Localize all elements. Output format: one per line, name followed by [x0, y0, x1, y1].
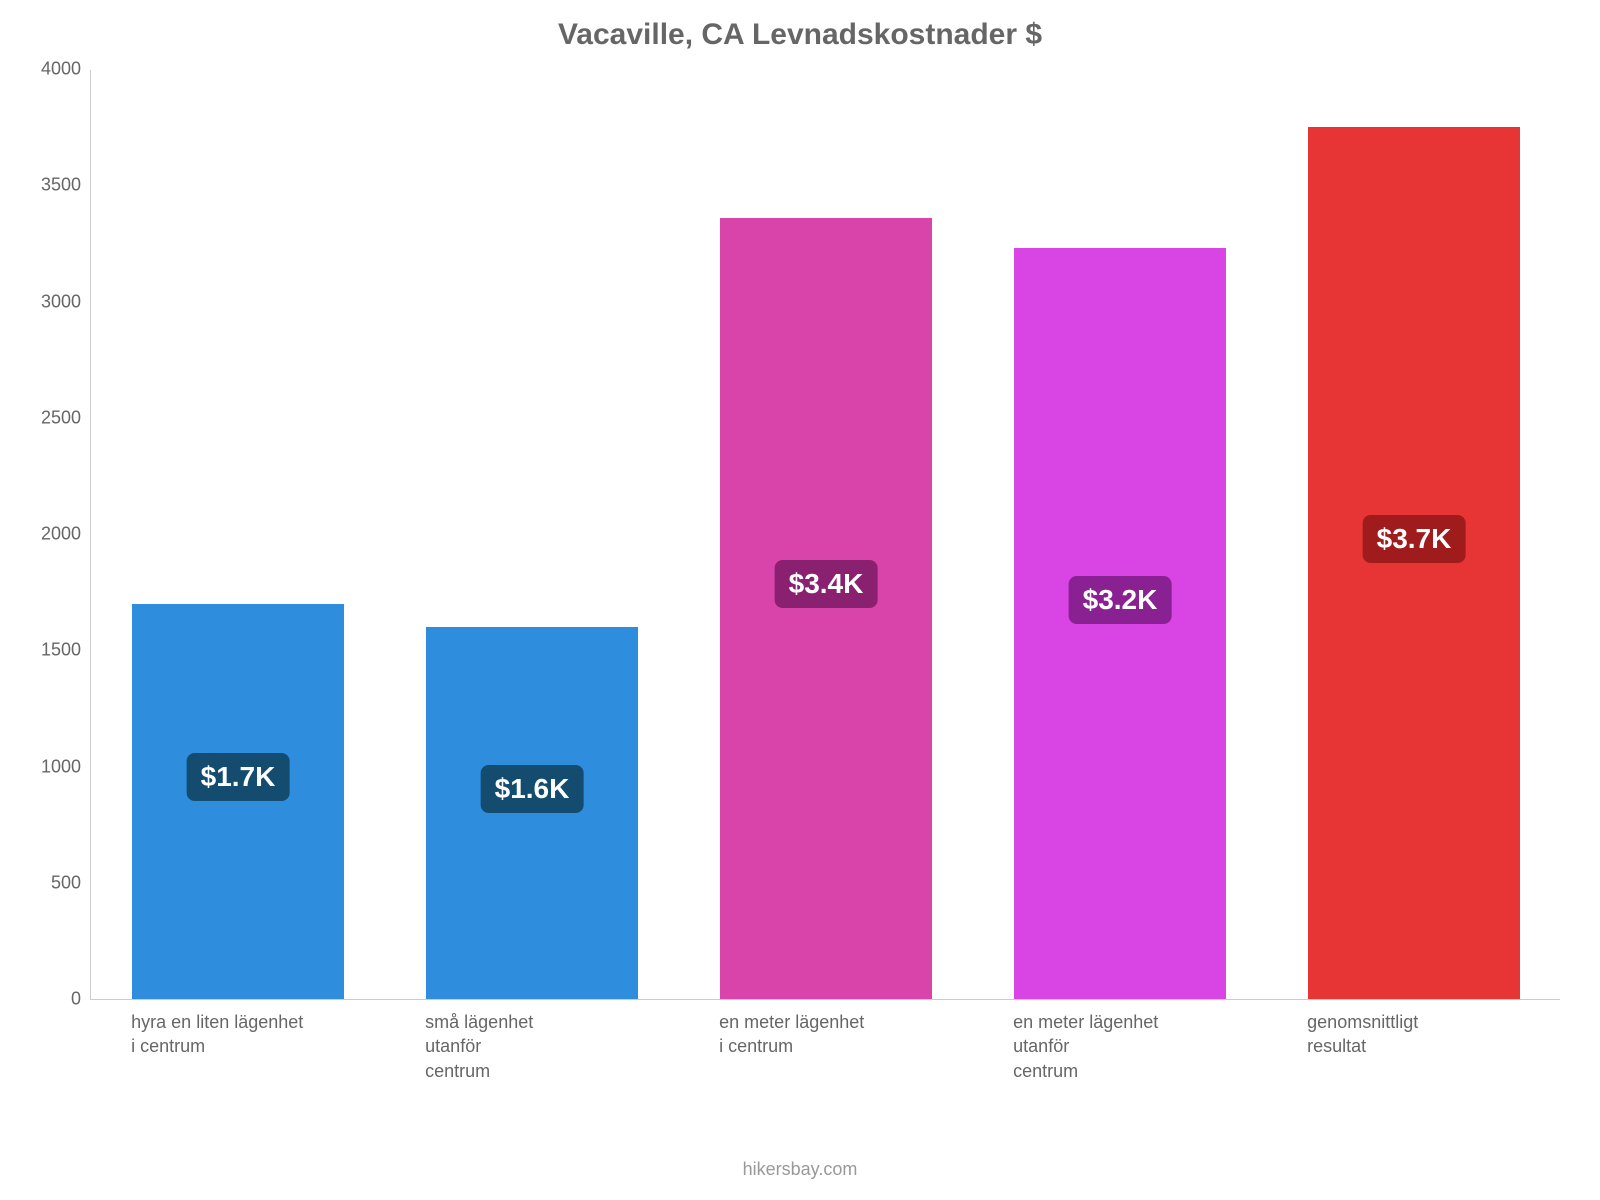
- y-tick-label: 1000: [21, 756, 81, 777]
- bar: $1.7K: [132, 604, 344, 999]
- x-tick-label: genomsnittligtresultat: [1307, 1010, 1559, 1059]
- chart-title: Vacaville, CA Levnadskostnader $: [0, 18, 1600, 52]
- bar-value-badge: $3.7K: [1363, 515, 1466, 563]
- x-tick-label: hyra en liten lägenheti centrum: [131, 1010, 383, 1059]
- bar-chart: Vacaville, CA Levnadskostnader $ 0500100…: [0, 0, 1600, 1200]
- y-tick-label: 1500: [21, 640, 81, 661]
- y-tick-label: 500: [21, 872, 81, 893]
- bar-value-badge: $3.4K: [775, 560, 878, 608]
- bar-value-badge: $3.2K: [1069, 576, 1172, 624]
- y-tick-label: 4000: [21, 59, 81, 80]
- y-tick-label: 2000: [21, 524, 81, 545]
- y-tick-label: 2500: [21, 407, 81, 428]
- x-tick-label: små lägenhetutanförcentrum: [425, 1010, 677, 1083]
- y-tick-label: 0: [21, 989, 81, 1010]
- y-tick-label: 3500: [21, 175, 81, 196]
- y-tick-label: 3000: [21, 291, 81, 312]
- bar: $3.2K: [1014, 248, 1226, 999]
- footer-attribution: hikersbay.com: [0, 1159, 1600, 1180]
- bar: $1.6K: [426, 627, 638, 999]
- x-tick-label: en meter lägenhetutanförcentrum: [1013, 1010, 1265, 1083]
- x-tick-label: en meter lägenheti centrum: [719, 1010, 971, 1059]
- bar-value-badge: $1.6K: [481, 765, 584, 813]
- plot-area: 05001000150020002500300035004000$1.7K$1.…: [90, 70, 1560, 1000]
- bar: $3.4K: [720, 218, 932, 999]
- x-axis-labels: hyra en liten lägenheti centrum små lägen…: [90, 1010, 1560, 1130]
- bar: $3.7K: [1308, 127, 1520, 999]
- bar-value-badge: $1.7K: [187, 753, 290, 801]
